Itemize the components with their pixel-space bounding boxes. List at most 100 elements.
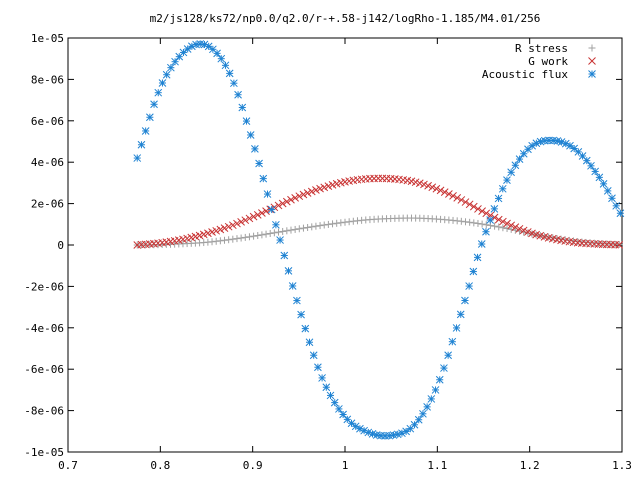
data-point [322,383,331,392]
data-point [204,42,213,51]
data-point [283,227,291,235]
data-point [515,224,524,233]
data-point [591,167,600,176]
data-point [221,236,229,244]
data-point [318,374,326,382]
data-point [233,235,241,243]
data-point [431,386,440,394]
data-point [238,103,247,112]
data-point [145,113,154,122]
data-point [498,184,507,193]
data-point [414,415,423,424]
data-point [356,424,364,433]
data-point [262,230,270,238]
data-point [424,181,432,190]
data-point [158,79,167,87]
data-point [230,79,238,88]
data-point [278,199,287,208]
data-point [229,235,237,243]
data-point [287,226,295,234]
x-tick-label: 1 [342,459,349,472]
data-point [295,225,303,233]
series-g-work [133,174,624,249]
data-point [241,233,249,241]
data-point [469,267,478,276]
data-point [515,155,524,163]
data-point [420,180,428,189]
data-point [272,220,280,229]
data-point [234,90,242,99]
data-point [423,403,431,411]
data-point [402,427,410,436]
data-point [237,218,245,226]
data-point [499,217,507,226]
data-point [216,225,225,234]
data-point [486,216,495,224]
data-point [616,209,625,218]
data-point [150,100,158,109]
data-point [301,324,310,333]
data-point [233,219,241,228]
data-point [221,61,230,70]
data-point [220,224,229,232]
data-point [259,174,268,183]
data-point [212,226,221,235]
data-point [276,236,284,244]
data-point [419,409,427,418]
data-point [293,296,301,305]
data-point [461,198,470,206]
data-point [469,202,478,211]
data-point [444,351,452,360]
data-point [295,192,304,201]
data-point [457,196,466,204]
legend-label: G work [528,55,568,68]
data-point [477,240,486,248]
data-point [612,201,621,210]
data-point [262,207,270,215]
y-tick-label: -1e-05 [24,446,64,459]
data-point [587,161,595,170]
data-point [482,221,490,229]
data-point [249,212,258,221]
legend-label: R stress [515,42,568,55]
y-tick-label: 2e-06 [31,198,64,211]
data-point [280,251,289,260]
data-point [258,231,266,239]
data-point [470,219,478,227]
data-point [267,205,276,214]
y-tick-label: 8e-06 [31,73,64,86]
data-point [228,221,237,230]
x-tick-label: 0.7 [58,459,78,472]
data-point [282,197,291,206]
data-point [466,218,474,226]
data-point [494,194,503,203]
data-point [274,201,283,210]
data-point [316,184,324,193]
data-point [440,364,448,372]
x-tick-label: 1.2 [520,459,540,472]
data-point [297,310,305,319]
data-point [474,219,482,227]
data-point [237,234,245,242]
data-point [507,221,516,230]
data-point [503,225,511,233]
data-point [162,70,171,79]
data-point [436,186,445,195]
data-point [478,220,486,228]
data-point [263,190,272,198]
data-point [288,282,297,290]
data-point [291,194,299,202]
data-point [440,188,449,196]
data-point [507,168,516,177]
data-point [287,195,295,204]
data-point [304,223,312,231]
data-point [171,57,179,66]
data-point [320,183,329,192]
y-tick-label: -8e-06 [24,405,64,418]
data-point [208,228,216,236]
data-point [474,205,482,213]
data-point [279,227,287,235]
data-point [448,337,457,346]
data-point [312,222,320,230]
